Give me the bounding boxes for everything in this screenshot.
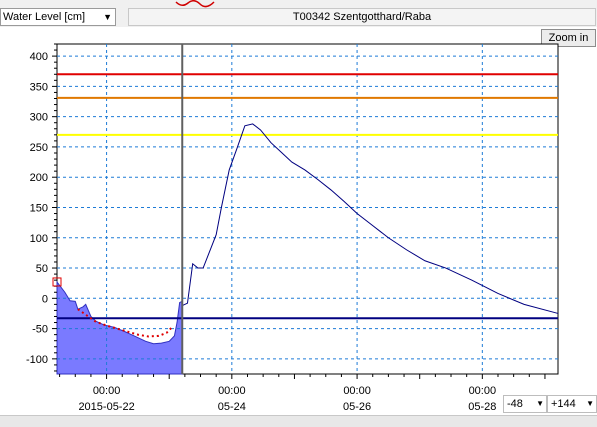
x-tick-label-date: 05-26: [343, 401, 371, 413]
y-tick-label: -50: [32, 324, 48, 336]
x-tick-label-date: 2015-05-22: [78, 401, 134, 413]
range-forward-value: +144: [551, 398, 576, 410]
x-tick-label-time: 00:00: [469, 385, 497, 397]
y-tick-label: 300: [30, 112, 48, 124]
bottom-scrollbar[interactable]: [0, 415, 597, 427]
observed-dotted-line: [77, 308, 173, 338]
range-forward-arrow-icon[interactable]: ▼: [586, 399, 594, 408]
red-squiggle-decoration: [175, 0, 215, 8]
zoom-in-button[interactable]: Zoom in: [541, 29, 596, 47]
range-back-spinner[interactable]: -48 ▼: [503, 395, 547, 413]
x-tick-label-time: 00:00: [93, 385, 121, 397]
range-back-value: -48: [507, 398, 523, 410]
x-tick-label-time: 00:00: [218, 385, 246, 397]
y-tick-label: 50: [36, 263, 48, 275]
water-level-chart[interactable]: 400 350 300 250 200 150 100 50 0 -50 -100 00:00 2015…: [0, 0, 597, 415]
y-tick-label: 400: [30, 51, 48, 63]
y-tick-label: 350: [30, 81, 48, 93]
x-tick-label-date: 05-24: [218, 401, 246, 413]
parameter-select[interactable]: Water Level [cm] ▼: [0, 8, 116, 26]
parameter-select-value: Water Level [cm]: [3, 11, 86, 23]
range-forward-spinner[interactable]: +144 ▼: [547, 395, 597, 413]
y-tick-label: 0: [42, 293, 48, 305]
forecast-line: [182, 123, 559, 314]
station-title: T00342 Szentgotthard/Raba: [128, 8, 596, 26]
range-controls: -48 ▼ +144 ▼: [503, 395, 597, 413]
x-tick-label-date: 05-28: [468, 401, 496, 413]
plot-area: [56, 43, 559, 375]
x-tick-label-time: 00:00: [343, 385, 371, 397]
y-tick-label: 250: [30, 142, 48, 154]
y-tick-label: 200: [30, 172, 48, 184]
y-tick-label: -100: [26, 354, 48, 366]
start-marker: [52, 277, 62, 287]
y-tick-label: 150: [30, 202, 48, 214]
toolbar: Water Level [cm] ▼ T00342 Szentgotthard/…: [0, 0, 597, 27]
range-back-arrow-icon[interactable]: ▼: [536, 399, 544, 408]
dropdown-arrow-icon[interactable]: ▼: [103, 12, 112, 22]
y-tick-label: 100: [30, 233, 48, 245]
